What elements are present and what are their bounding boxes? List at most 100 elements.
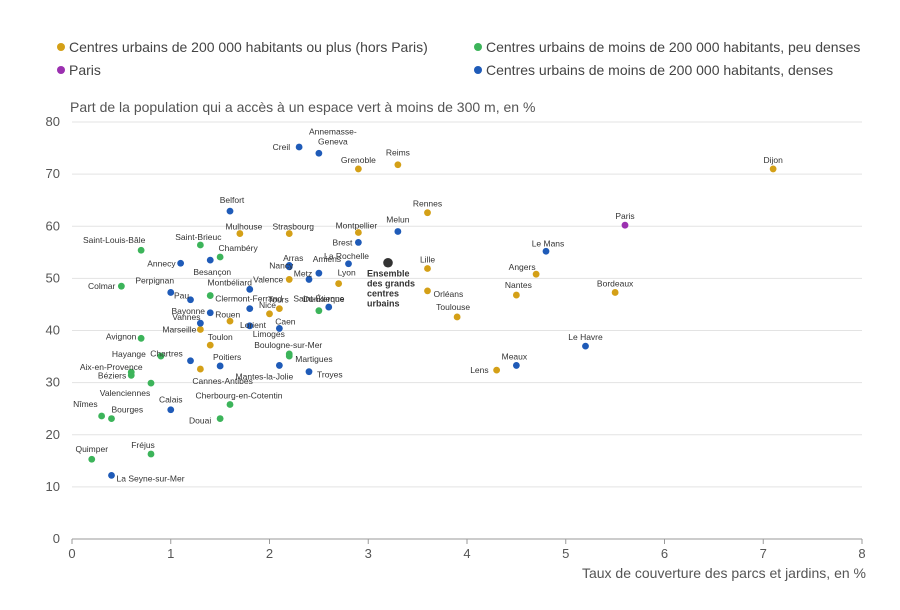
x-tick-label: 2 bbox=[266, 546, 273, 561]
point-valenciennes bbox=[147, 379, 155, 387]
label-lille: Lille bbox=[420, 254, 435, 264]
label-bayonne: Bayonne bbox=[171, 306, 205, 316]
point-ensemble-des-grands-centres-urbains bbox=[383, 257, 393, 268]
label-ensemble-line: des grands bbox=[367, 279, 415, 289]
point-cherbourg-en-cotentin bbox=[226, 401, 234, 408]
point-metz bbox=[305, 276, 313, 283]
label-clermont-ferrand: Clermont-Ferrand bbox=[215, 294, 282, 304]
point-paris bbox=[621, 221, 629, 229]
label-mulhouse: Mulhouse bbox=[225, 222, 262, 232]
point-le-mans bbox=[542, 247, 550, 255]
point-arras bbox=[285, 263, 293, 271]
point-grenoble bbox=[354, 165, 362, 173]
label-saint-etienne: Saint-Étienne bbox=[293, 294, 344, 304]
point-nantes bbox=[512, 291, 520, 299]
point-nice bbox=[266, 310, 273, 318]
label-troyes: Troyes bbox=[317, 370, 343, 380]
x-tick-label: 8 bbox=[858, 546, 865, 561]
label-nantes: Nantes bbox=[505, 280, 532, 290]
y-tick-label: 30 bbox=[46, 375, 60, 390]
label-poitiers: Poitiers bbox=[213, 352, 241, 362]
label-meaux: Meaux bbox=[502, 351, 528, 361]
label-avignon: Avignon bbox=[106, 331, 137, 341]
label-bordeaux: Bordeaux bbox=[597, 278, 634, 288]
y-tick-label: 0 bbox=[53, 531, 60, 546]
label-tours: Tours bbox=[268, 295, 289, 305]
label-martigues: Martigues bbox=[295, 354, 332, 364]
point-annecy bbox=[177, 259, 185, 267]
label-colmar: Colmar bbox=[88, 281, 116, 291]
x-axis-title: Taux de couverture des parcs et jardins,… bbox=[582, 565, 866, 581]
point-avignon bbox=[137, 334, 145, 342]
point-perpignan bbox=[167, 289, 175, 296]
label-marseille: Marseille bbox=[162, 324, 196, 334]
label-ensemble-line: urbains bbox=[367, 299, 400, 309]
label-cannes-antibes: Cannes-Antibes bbox=[192, 376, 252, 386]
point-brest bbox=[354, 239, 362, 246]
label-strasbourg: Strasbourg bbox=[272, 222, 314, 232]
point-valence bbox=[285, 276, 293, 283]
label-nimes: Nîmes bbox=[73, 399, 98, 409]
point-reims bbox=[394, 161, 402, 169]
point-la-seyne-sur-mer bbox=[108, 472, 115, 479]
point-douai bbox=[216, 415, 224, 422]
point-chartres bbox=[187, 357, 194, 365]
label-aix-en-provence: Aix-en-Provence bbox=[80, 362, 143, 372]
point-belfort bbox=[226, 207, 234, 215]
label-nice: Nice bbox=[259, 300, 276, 310]
point-le-havre bbox=[582, 342, 589, 350]
y-tick-label: 20 bbox=[46, 427, 60, 442]
point-strasbourg bbox=[285, 230, 293, 237]
label-valence: Valence bbox=[253, 274, 283, 284]
label-angers: Angers bbox=[509, 262, 536, 272]
label-ensemble-line: centres bbox=[367, 289, 399, 299]
point-quimper bbox=[88, 455, 96, 463]
label-douai: Douai bbox=[189, 416, 211, 426]
point-toulon bbox=[206, 341, 214, 349]
point-angers bbox=[532, 270, 540, 278]
label-boulogne-sur-mer: Boulogne-sur-Mer bbox=[254, 340, 322, 350]
point-hayange bbox=[157, 352, 165, 360]
legend-marker-gros bbox=[57, 43, 65, 51]
label-saint-louis-bale: Saint-Louis-Bâle bbox=[83, 235, 146, 245]
legend-marker-paris bbox=[57, 66, 65, 74]
label-rouen: Rouen bbox=[215, 310, 240, 320]
label-hayange: Hayange bbox=[112, 349, 146, 359]
point-marseille bbox=[196, 326, 204, 333]
label-montbeliard: Montbéliard bbox=[208, 277, 253, 287]
point-saint-brieuc bbox=[196, 241, 204, 249]
point-bourges bbox=[108, 415, 115, 422]
legend-label-gros: Centres urbains de 200 000 habitants ou … bbox=[69, 39, 428, 55]
label-metz: Metz bbox=[294, 268, 312, 278]
label-lorient: Lorient bbox=[240, 320, 267, 330]
point-cannes-antibes bbox=[196, 365, 204, 373]
label-quimper: Quimper bbox=[75, 444, 108, 454]
point-troyes bbox=[305, 368, 313, 376]
point-annemasse-geneva bbox=[315, 149, 323, 157]
point-martigues bbox=[285, 352, 293, 360]
label-amiens: Amiens bbox=[313, 254, 341, 264]
point-vannes bbox=[196, 319, 204, 327]
label-calais: Calais bbox=[159, 395, 183, 405]
point-poitiers bbox=[216, 362, 224, 370]
label-le-havre: Le Havre bbox=[568, 332, 603, 342]
point-limoges bbox=[246, 322, 254, 330]
point-melun bbox=[394, 228, 402, 235]
label-montpellier: Montpellier bbox=[336, 221, 378, 231]
grid-lines bbox=[72, 121, 862, 540]
label-saint-brieuc: Saint-Brieuc bbox=[175, 232, 222, 242]
label-orleans: Orléans bbox=[434, 289, 464, 299]
label-paris: Paris bbox=[615, 211, 634, 221]
point-lens bbox=[493, 366, 501, 374]
label-chartres: Chartres bbox=[150, 349, 183, 359]
point-beziers bbox=[127, 371, 135, 379]
label-toulon: Toulon bbox=[208, 332, 233, 342]
label-mantes-la-jolie: Mantes-la-Jolie bbox=[236, 371, 294, 381]
label-lyon: Lyon bbox=[338, 268, 356, 278]
label-melun: Melun bbox=[386, 214, 409, 224]
label-le-mans: Le Mans bbox=[532, 238, 565, 248]
label-la-seyne-sur-mer: La Seyne-sur-Mer bbox=[117, 473, 185, 483]
y-axis-ticks: 0 10 20 30 40 50 60 70 80 bbox=[46, 114, 60, 546]
point-creil bbox=[295, 143, 303, 151]
